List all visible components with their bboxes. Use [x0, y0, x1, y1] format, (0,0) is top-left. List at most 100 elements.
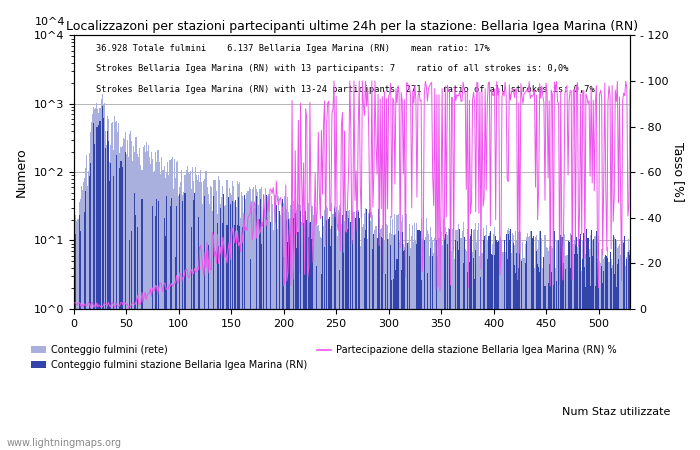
Bar [596, 231, 597, 450]
Bar [450, 225, 451, 450]
Bar [309, 221, 310, 450]
Bar [209, 204, 210, 450]
Bar [599, 261, 600, 450]
Bar [405, 231, 406, 450]
Bar [120, 147, 122, 450]
Bar [602, 248, 603, 450]
Bar [550, 231, 551, 450]
Bar [617, 264, 618, 450]
Bar [263, 227, 265, 450]
Bar [321, 274, 322, 450]
Bar [128, 157, 129, 450]
Bar [489, 233, 490, 450]
Bar [326, 206, 327, 450]
Bar [233, 186, 234, 450]
Bar [324, 247, 325, 450]
Bar [427, 273, 428, 450]
Bar [333, 208, 335, 450]
Bar [208, 194, 209, 450]
Bar [488, 238, 489, 450]
Bar [144, 144, 145, 450]
Bar [364, 213, 365, 450]
Bar [129, 240, 130, 450]
Bar [131, 141, 132, 450]
Bar [505, 234, 507, 450]
Bar [369, 216, 370, 450]
Bar [489, 236, 490, 450]
Bar [416, 244, 417, 450]
Bar [593, 239, 594, 450]
Bar [406, 214, 407, 450]
Bar [576, 237, 577, 450]
Bar [179, 187, 181, 450]
Bar [615, 253, 616, 450]
Bar [306, 220, 307, 450]
Bar [199, 248, 200, 450]
Bar [310, 221, 312, 450]
Bar [276, 230, 278, 450]
Bar [339, 270, 340, 450]
Bar [597, 267, 598, 450]
Bar [579, 252, 580, 450]
Bar [623, 243, 624, 450]
Bar [574, 240, 575, 450]
Bar [340, 208, 341, 450]
Bar [170, 160, 171, 450]
Bar [486, 259, 488, 450]
Bar [419, 238, 421, 450]
Bar [250, 259, 251, 450]
Bar [503, 251, 505, 450]
Bar [342, 215, 343, 450]
Bar [424, 240, 425, 450]
Bar [466, 251, 467, 450]
Bar [129, 134, 130, 450]
Bar [402, 243, 404, 450]
Bar [450, 248, 451, 450]
Bar [474, 229, 475, 450]
Bar [125, 132, 126, 450]
Text: www.lightningmaps.org: www.lightningmaps.org [7, 438, 122, 448]
Partecipazione della stazione Bellaria Igea Marina (RN) % [330, 78, 338, 84]
Bar [477, 230, 478, 450]
Bar [432, 240, 433, 450]
Bar [265, 188, 267, 450]
Bar [531, 231, 532, 450]
Bar [238, 197, 239, 450]
Bar [372, 249, 373, 450]
Bar [101, 99, 102, 450]
Bar [213, 180, 214, 450]
Bar [395, 270, 396, 450]
Bar [354, 218, 356, 450]
Partecipazione della stazione Bellaria Igea Marina (RN) % [186, 269, 195, 274]
Bar [74, 195, 76, 450]
Bar [185, 193, 186, 450]
Bar [374, 230, 375, 450]
Bar [524, 262, 526, 450]
Bar [356, 210, 358, 450]
Bar [242, 196, 244, 450]
Bar [306, 221, 307, 450]
Bar [421, 239, 423, 450]
Bar [532, 259, 533, 450]
Partecipazione della stazione Bellaria Igea Marina (RN) % [496, 272, 504, 278]
Bar [179, 194, 181, 450]
Bar [297, 207, 298, 450]
Bar [532, 238, 533, 450]
Bar [206, 187, 208, 450]
Bar [413, 242, 414, 450]
Bar [459, 229, 461, 450]
Bar [602, 283, 603, 450]
Bar [318, 231, 320, 450]
Bar [371, 212, 372, 450]
Bar [109, 162, 110, 450]
Bar [263, 195, 265, 450]
Bar [181, 170, 183, 450]
Bar [274, 195, 276, 450]
Bar [171, 198, 172, 450]
Bar [225, 205, 227, 450]
Bar [213, 196, 214, 450]
Bar [618, 246, 619, 450]
Bar [186, 170, 187, 450]
Bar [459, 241, 461, 450]
Bar [366, 210, 367, 450]
